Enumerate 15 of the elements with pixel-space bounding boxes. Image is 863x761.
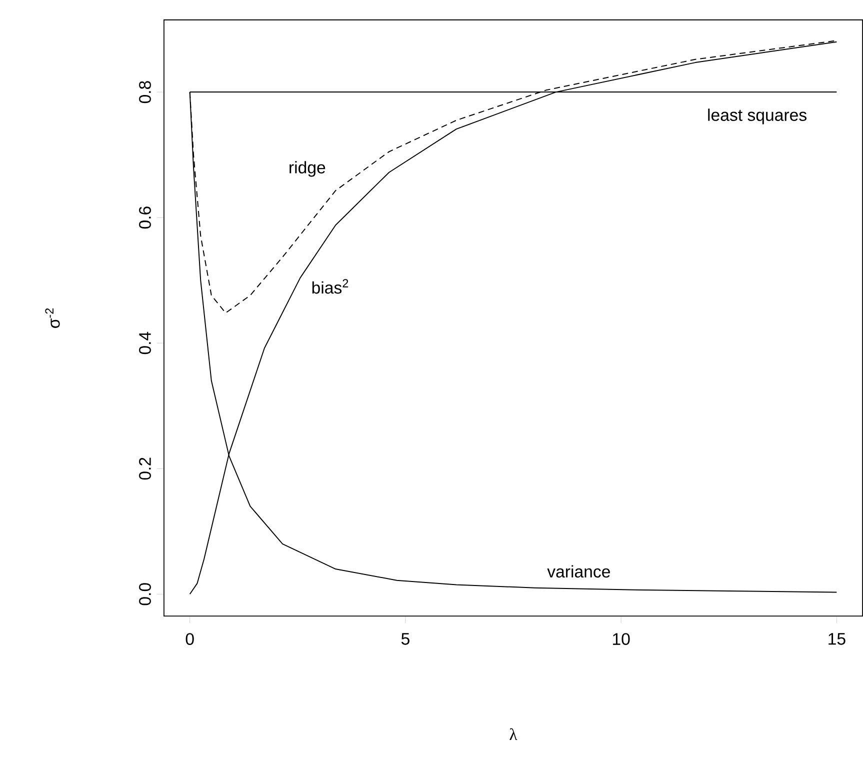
x-tick-label: 15 xyxy=(828,632,846,645)
y-tick-label: 0.6 xyxy=(139,206,151,229)
y-tick-label: 0.0 xyxy=(139,582,151,606)
y-tick-label: 0.2 xyxy=(139,458,151,480)
series-label: least squares xyxy=(708,108,806,124)
y-axis-title: σ$^{-2}$ xyxy=(45,308,60,328)
y-tick-label: 0.8 xyxy=(139,80,151,103)
series-label: bias$^{2}$ xyxy=(312,278,348,294)
x-tick-label: 0 xyxy=(186,632,194,645)
series-label: variance xyxy=(547,565,610,578)
y-tick-label: 0.4 xyxy=(139,332,151,354)
x-tick-label: 5 xyxy=(401,632,410,645)
x-axis-title: λ xyxy=(510,728,518,740)
series-label: ridge xyxy=(290,161,326,177)
x-tick-label: 10 xyxy=(613,632,630,645)
